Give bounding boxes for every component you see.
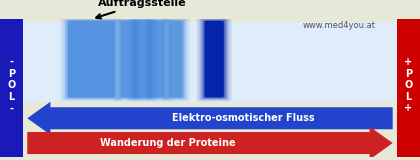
FancyBboxPatch shape bbox=[203, 20, 226, 98]
FancyBboxPatch shape bbox=[161, 17, 190, 101]
Bar bbox=[0, 19, 23, 157]
FancyBboxPatch shape bbox=[144, 18, 170, 100]
Bar bbox=[397, 19, 420, 157]
FancyBboxPatch shape bbox=[134, 21, 150, 97]
Text: -
P
O
L
-: - P O L - bbox=[8, 57, 16, 113]
FancyBboxPatch shape bbox=[121, 21, 136, 97]
FancyArrow shape bbox=[27, 102, 393, 135]
FancyBboxPatch shape bbox=[202, 19, 227, 99]
Text: Auftragsstelle: Auftragsstelle bbox=[96, 0, 186, 18]
FancyBboxPatch shape bbox=[146, 19, 168, 99]
FancyBboxPatch shape bbox=[23, 22, 397, 102]
Text: +
P
O
L
+: + P O L + bbox=[404, 57, 412, 113]
FancyBboxPatch shape bbox=[164, 18, 187, 100]
FancyBboxPatch shape bbox=[118, 19, 139, 99]
FancyBboxPatch shape bbox=[119, 20, 138, 98]
FancyBboxPatch shape bbox=[65, 19, 118, 99]
Text: www.med4you.at: www.med4you.at bbox=[302, 21, 375, 30]
Text: Elektro-osmotischer Fluss: Elektro-osmotischer Fluss bbox=[172, 113, 315, 123]
FancyBboxPatch shape bbox=[127, 17, 158, 101]
FancyBboxPatch shape bbox=[147, 20, 166, 98]
FancyBboxPatch shape bbox=[60, 17, 122, 101]
FancyBboxPatch shape bbox=[66, 20, 116, 98]
FancyBboxPatch shape bbox=[131, 19, 153, 99]
FancyBboxPatch shape bbox=[68, 21, 115, 97]
FancyBboxPatch shape bbox=[116, 18, 142, 100]
FancyBboxPatch shape bbox=[133, 20, 152, 98]
FancyBboxPatch shape bbox=[141, 17, 172, 101]
FancyBboxPatch shape bbox=[205, 21, 224, 97]
FancyBboxPatch shape bbox=[166, 19, 185, 99]
FancyArrow shape bbox=[27, 127, 393, 160]
FancyBboxPatch shape bbox=[63, 18, 120, 100]
FancyBboxPatch shape bbox=[169, 21, 182, 97]
FancyBboxPatch shape bbox=[129, 18, 155, 100]
FancyBboxPatch shape bbox=[149, 21, 165, 97]
FancyBboxPatch shape bbox=[197, 17, 231, 101]
Text: Wanderung der Proteine: Wanderung der Proteine bbox=[100, 138, 236, 148]
FancyBboxPatch shape bbox=[167, 20, 184, 98]
FancyBboxPatch shape bbox=[200, 18, 229, 100]
FancyBboxPatch shape bbox=[113, 17, 144, 101]
